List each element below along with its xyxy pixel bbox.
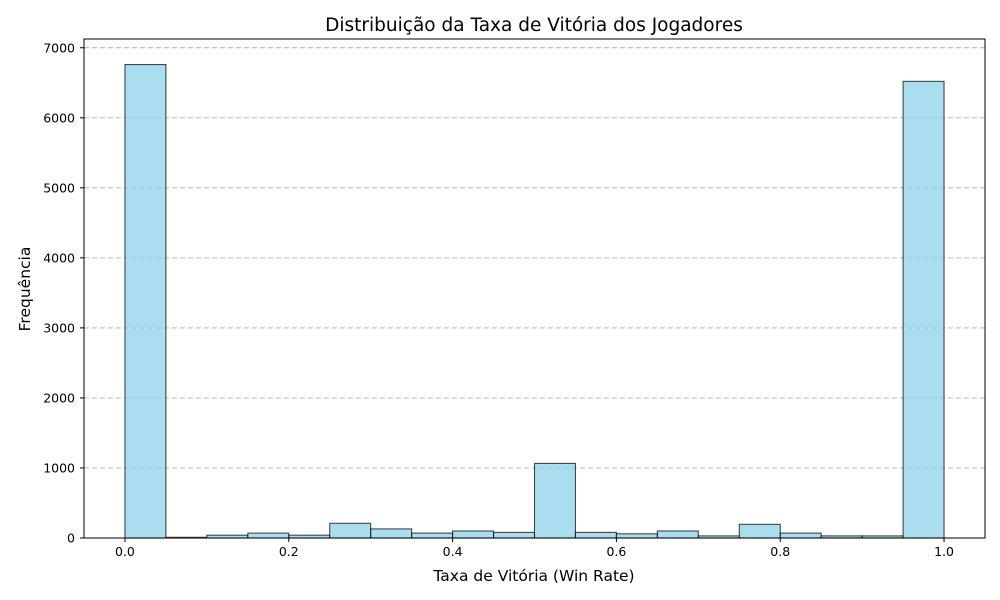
chart-title: Distribuição da Taxa de Vitória dos Joga… (325, 15, 743, 36)
histogram-bar (247, 532, 290, 539)
histogram-bar (615, 533, 658, 539)
histogram-bar (902, 80, 945, 539)
y-tick-label: 2000 (43, 390, 75, 405)
y-tick-label: 5000 (43, 180, 75, 195)
y-tick-label: 6000 (43, 110, 75, 125)
histogram-bar (492, 531, 536, 539)
y-tick-label: 1000 (43, 460, 75, 475)
x-axis-ticks: 0.0 0.2 0.4 0.6 0.8 1.0 (115, 538, 954, 559)
bars (124, 64, 945, 539)
histogram-bar (533, 462, 577, 539)
x-tick-label: 0.2 (279, 544, 299, 559)
y-tick-label: 3000 (43, 320, 75, 335)
histogram-bar (779, 532, 822, 539)
y-tick-label: 7000 (43, 40, 75, 55)
histogram-bar (656, 530, 699, 539)
y-tick-label: 0 (67, 531, 75, 546)
x-tick-label: 0.4 (443, 544, 463, 559)
x-tick-label: 0.0 (115, 544, 135, 559)
plot-frame (83, 38, 986, 539)
histogram-bar (124, 64, 167, 539)
y-axis-title: Frequência (16, 247, 34, 332)
histogram-bar (329, 522, 372, 539)
y-axis-ticks: 0 1000 2000 3000 4000 5000 6000 7000 (43, 40, 84, 546)
histogram-bar (411, 532, 454, 539)
x-tick-label: 0.6 (606, 544, 626, 559)
y-tick-label: 4000 (43, 250, 75, 265)
x-tick-label: 1.0 (934, 544, 954, 559)
histogram-bar (452, 530, 495, 539)
histogram-bar (370, 528, 413, 539)
histogram-bar (738, 523, 781, 539)
histogram-bar (574, 531, 617, 539)
x-tick-label: 0.8 (770, 544, 790, 559)
x-axis-title: Taxa de Vitória (Win Rate) (432, 567, 634, 585)
